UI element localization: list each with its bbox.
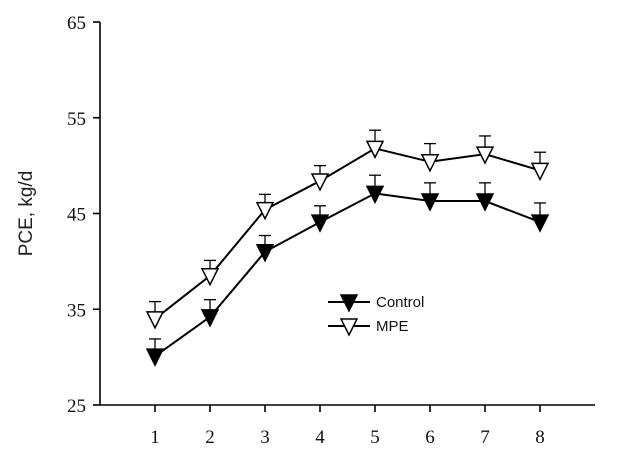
legend-marker [339, 318, 359, 337]
data-point [310, 173, 330, 192]
x-tick-label: 8 [535, 427, 545, 448]
x-tick-label: 5 [370, 427, 380, 448]
series-line [154, 147, 541, 320]
data-point [145, 348, 165, 367]
data-point [530, 214, 550, 233]
y-tick-label: 35 [67, 300, 86, 321]
data-point [530, 162, 550, 182]
legend: Control MPE [328, 294, 424, 337]
x-tick-label: 7 [480, 427, 490, 448]
x-tick-label: 6 [425, 427, 435, 448]
data-point [200, 267, 220, 287]
y-ticks: 25 35 45 55 65 [67, 13, 100, 417]
data-point [255, 244, 275, 263]
data-point [420, 193, 440, 212]
data-point [310, 214, 330, 233]
legend-label: Control [376, 294, 424, 311]
series-layer [145, 129, 550, 367]
data-point [365, 185, 385, 205]
data-point [365, 140, 385, 160]
y-axis-label: PCE, kg/d [16, 171, 37, 257]
y-tick-label: 25 [67, 396, 86, 417]
y-tick-label: 65 [67, 13, 86, 34]
x-tick-label: 2 [205, 427, 215, 448]
data-point [420, 154, 440, 173]
data-point [145, 311, 165, 330]
data-point [475, 146, 495, 165]
x-ticks: 1 2 3 4 5 6 7 8 [150, 405, 545, 448]
axes [99, 22, 595, 406]
legend-item: MPE [328, 318, 409, 337]
data-point [255, 201, 275, 221]
series-line [154, 192, 541, 357]
legend-marker [339, 294, 359, 313]
series-mpe [145, 129, 550, 330]
data-point [200, 309, 220, 328]
data-point [475, 193, 495, 212]
y-tick-label: 45 [67, 205, 86, 226]
legend-label: MPE [376, 318, 409, 335]
legend-item: Control [328, 294, 424, 313]
series-control [145, 174, 550, 367]
y-tick-label: 55 [67, 109, 86, 130]
x-tick-label: 1 [150, 427, 160, 448]
x-tick-label: 3 [260, 427, 270, 448]
x-tick-label: 4 [315, 427, 325, 448]
